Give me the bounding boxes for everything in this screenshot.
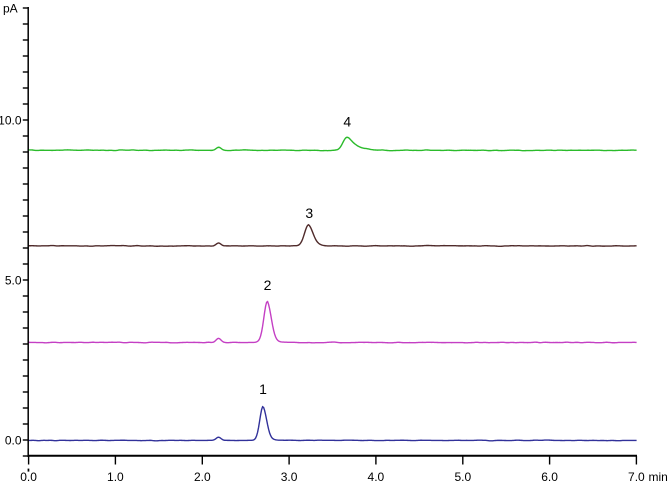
svg-text:5.0: 5.0 (454, 470, 471, 483)
svg-text:pA: pA (3, 2, 18, 16)
svg-text:10.0: 10.0 (0, 114, 22, 128)
svg-text:2: 2 (264, 277, 272, 293)
svg-text:3: 3 (305, 205, 313, 221)
svg-text:6.0: 6.0 (541, 470, 558, 483)
svg-text:7.0: 7.0 (628, 470, 645, 483)
svg-text:0.0: 0.0 (5, 434, 22, 448)
svg-text:0.0: 0.0 (20, 470, 37, 483)
svg-text:2.0: 2.0 (194, 470, 211, 483)
svg-text:4.0: 4.0 (368, 470, 385, 483)
svg-text:5.0: 5.0 (5, 274, 22, 288)
svg-text:min: min (649, 470, 668, 483)
svg-text:1.0: 1.0 (107, 470, 124, 483)
svg-text:4: 4 (343, 114, 351, 130)
svg-text:1: 1 (259, 381, 267, 397)
svg-text:3.0: 3.0 (281, 470, 298, 483)
